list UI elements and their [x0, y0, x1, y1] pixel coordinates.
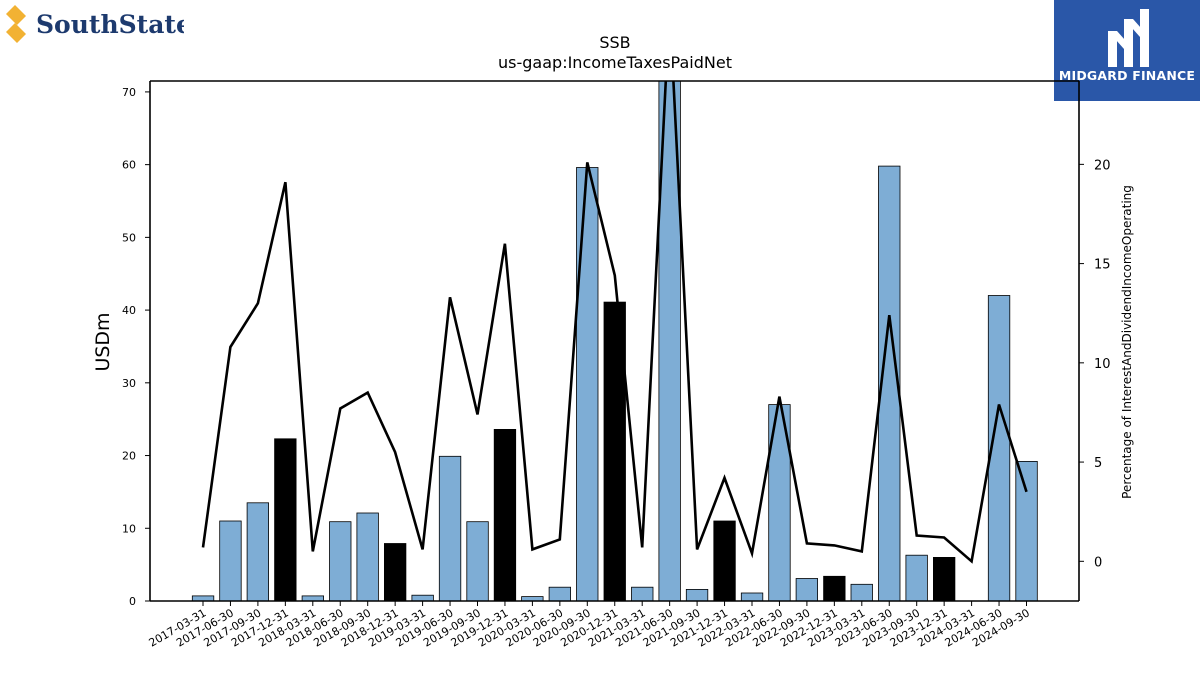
y-left-tick-label: 30: [122, 377, 136, 390]
bar: [466, 521, 489, 601]
y-right-tick-label: 10: [1094, 357, 1111, 372]
y-axis-left-label: USDm: [92, 312, 114, 371]
bar: [493, 428, 517, 601]
bar: [631, 586, 654, 601]
bar: [383, 543, 407, 601]
bar: [1015, 460, 1038, 601]
bar: [603, 301, 626, 601]
bar: [768, 404, 791, 601]
bar: [850, 583, 873, 601]
midgard-mark-icon: [1108, 9, 1149, 67]
bar: [438, 455, 462, 601]
y-right-tick-label: 0: [1094, 555, 1102, 570]
y-left-tick-label: 70: [122, 86, 136, 99]
bar: [878, 165, 901, 601]
x-tick-labels: 2017-03-312017-06-302017-09-302017-12-31…: [147, 601, 1032, 650]
bar-series: [191, 81, 1038, 601]
y-axis-right-label: Percentage of InterestAndDividendIncomeO…: [1120, 185, 1134, 499]
bar: [274, 438, 297, 601]
bar: [548, 586, 571, 601]
bar: [933, 557, 956, 601]
brand-name-left: SouthState: [36, 10, 184, 39]
y-right-tick-label: 20: [1094, 158, 1111, 173]
y-left-tick-label: 20: [122, 450, 136, 463]
bar: [356, 512, 379, 601]
southstate-logo: SouthState: [6, 5, 184, 43]
bar: [685, 589, 709, 601]
southstate-mark-icon: [6, 5, 26, 43]
bar: [905, 554, 928, 601]
line-series-group: [201, 81, 1028, 564]
bar: [301, 595, 325, 601]
bar: [823, 575, 846, 601]
y-left-tick-label: 40: [122, 304, 136, 317]
bar: [740, 592, 764, 601]
bar: [246, 502, 270, 601]
bar: [219, 520, 242, 601]
y-left-tick-label: 60: [122, 159, 136, 172]
y-left-tick-label: 50: [122, 231, 136, 244]
bar: [795, 578, 818, 601]
y-right-tick-label: 5: [1094, 456, 1102, 471]
y-left-tick-label: 10: [122, 522, 136, 535]
bar: [713, 520, 736, 601]
y-left-tick-label: 0: [129, 595, 136, 608]
bar: [576, 167, 599, 601]
bar: [191, 595, 215, 601]
brand-name-right: MIDGARD FINANCE: [1058, 68, 1196, 83]
chart-title: SSB: [599, 33, 630, 52]
chart-subtitle: us-gaap:IncomeTaxesPaidNet: [498, 53, 732, 72]
y-left-ticks: 0 10 20 30 40 50 60 70: [122, 86, 150, 608]
y-right-ticks: 0 5 10 15 20: [1079, 158, 1111, 570]
bar: [987, 295, 1011, 601]
bar: [329, 521, 352, 601]
y-right-tick-label: 15: [1094, 258, 1111, 273]
bar: [411, 594, 434, 601]
